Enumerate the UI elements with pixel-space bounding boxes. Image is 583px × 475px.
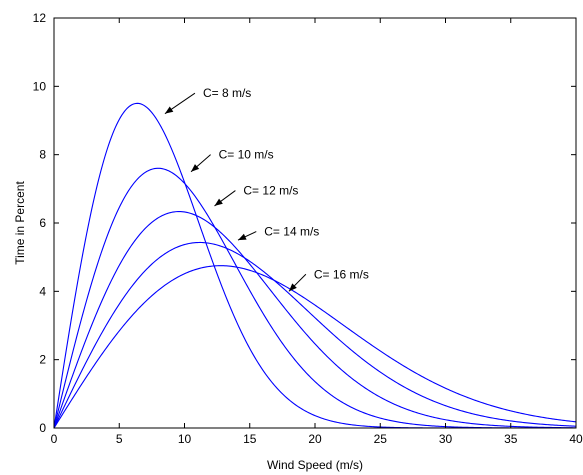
annotation-arrow-head	[214, 198, 223, 206]
annotation-arrow-head	[191, 164, 200, 172]
annotation-arrow-head	[288, 283, 297, 292]
annotation-label: C= 10 m/s	[219, 148, 274, 162]
x-tick-label: 0	[51, 432, 58, 446]
axes: 0 5 10 15 20 25 30 35 40 0 2 4 6 8 10 12	[33, 11, 583, 446]
x-tick-label: 20	[308, 432, 322, 446]
y-axis-label: Time in Percent	[13, 181, 27, 265]
x-tick-label: 10	[178, 432, 192, 446]
y-tick-label: 6	[39, 216, 46, 230]
y-tick-label: 0	[39, 421, 46, 435]
x-tick-label: 5	[116, 432, 123, 446]
y-tick-label: 10	[33, 79, 47, 93]
x-axis-label: Wind Speed (m/s)	[267, 458, 363, 472]
y-tick-label: 2	[39, 353, 46, 367]
annotation-arrow-head	[164, 106, 174, 114]
x-tick-label: 40	[569, 432, 583, 446]
annotation-arrow-head	[238, 233, 247, 241]
series-line-c12	[53, 211, 577, 429]
y-tick-label: 8	[39, 148, 46, 162]
series-line-c16	[53, 265, 577, 429]
annotation-label: C= 16 m/s	[314, 267, 369, 281]
annotation-label: C= 8 m/s	[203, 86, 251, 100]
annotation-label: C= 14 m/s	[264, 225, 319, 239]
x-tick-label: 25	[374, 432, 388, 446]
x-tick-label: 35	[504, 432, 518, 446]
x-tick-label: 30	[439, 432, 453, 446]
y-tick-label: 4	[39, 284, 46, 298]
x-tick-label: 15	[243, 432, 257, 446]
plot-area: C= 8 m/s C= 10 m/s C= 12 m/s C= 14 m/s C= 16…	[53, 86, 577, 429]
annotation-label: C= 12 m/s	[243, 184, 298, 198]
y-tick-label: 12	[33, 11, 47, 25]
series-line-c14	[53, 241, 577, 429]
